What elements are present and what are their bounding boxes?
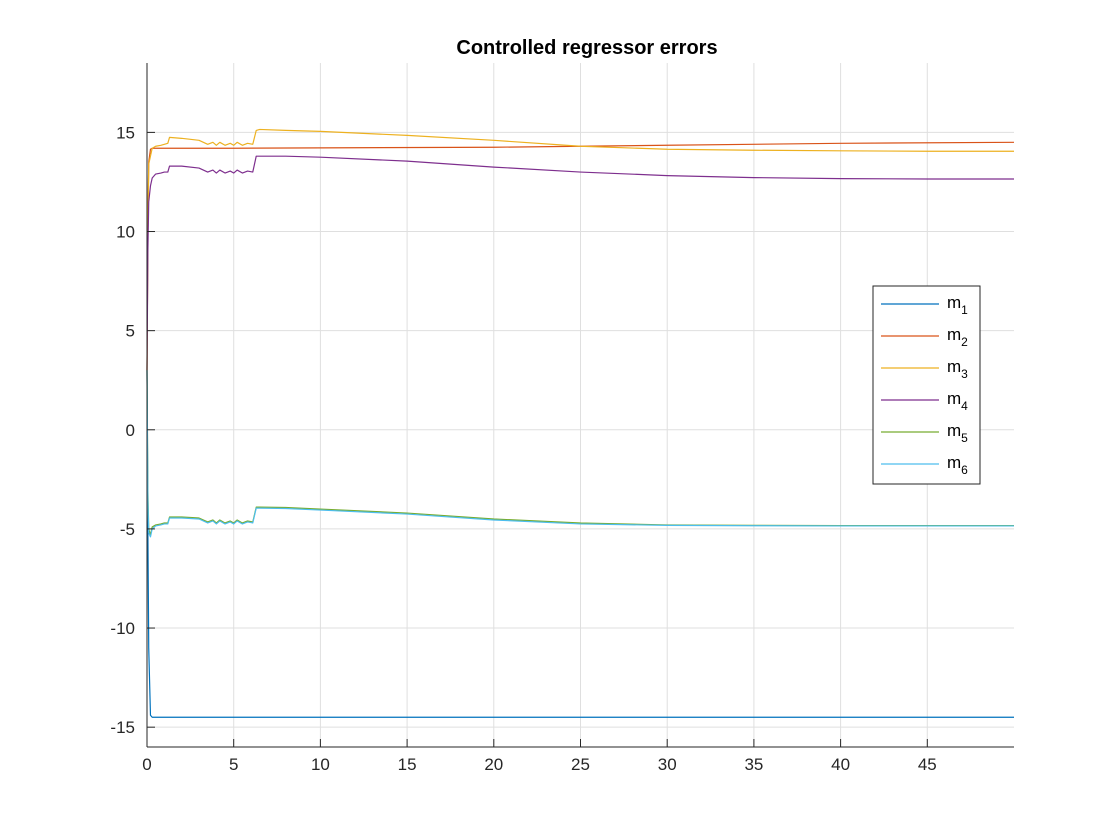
x-tick-label-3: 15 xyxy=(398,755,417,774)
series-line-m4 xyxy=(146,155,1014,371)
x-tick-label-6: 30 xyxy=(658,755,677,774)
x-tick-label-5: 25 xyxy=(571,755,590,774)
legend-subscript-m3: 3 xyxy=(961,367,968,381)
x-tick-label-1: 5 xyxy=(229,755,238,774)
y-tick-label-4: 5 xyxy=(126,322,135,341)
x-tick-label-0: 0 xyxy=(142,755,151,774)
legend-subscript-m1: 1 xyxy=(961,303,968,317)
x-axis-ticks: 0 5 10 15 20 25 30 35 40 45 xyxy=(142,739,937,774)
x-tick-label-2: 10 xyxy=(311,755,330,774)
y-tick-label-3: 0 xyxy=(126,421,135,440)
x-tick-label-7: 35 xyxy=(744,755,763,774)
legend-subscript-m2: 2 xyxy=(961,335,968,349)
y-axis-ticks: -15 -10 -5 0 5 10 15 xyxy=(110,123,155,737)
y-tick-label-6: 15 xyxy=(116,123,135,142)
y-tick-label-2: -5 xyxy=(120,520,135,539)
series-line-m6 xyxy=(146,370,1014,538)
y-tick-label-0: -15 xyxy=(110,718,135,737)
series-line-m3 xyxy=(146,128,1014,371)
legend-box xyxy=(872,285,981,485)
legend-subscript-m4: 4 xyxy=(961,399,968,413)
series-lines xyxy=(146,128,1015,718)
chart-title: Controlled regressor errors xyxy=(456,37,717,59)
legend-subscript-m5: 5 xyxy=(961,431,968,445)
series-line-m5 xyxy=(146,370,1014,536)
x-tick-label-9: 45 xyxy=(918,755,937,774)
x-tick-label-8: 40 xyxy=(831,755,850,774)
legend-subscript-m6: 6 xyxy=(961,463,968,477)
y-tick-label-5: 10 xyxy=(116,223,135,242)
series-line-m1 xyxy=(146,370,1014,718)
x-tick-label-4: 20 xyxy=(484,755,503,774)
y-tick-label-1: -10 xyxy=(110,619,135,638)
